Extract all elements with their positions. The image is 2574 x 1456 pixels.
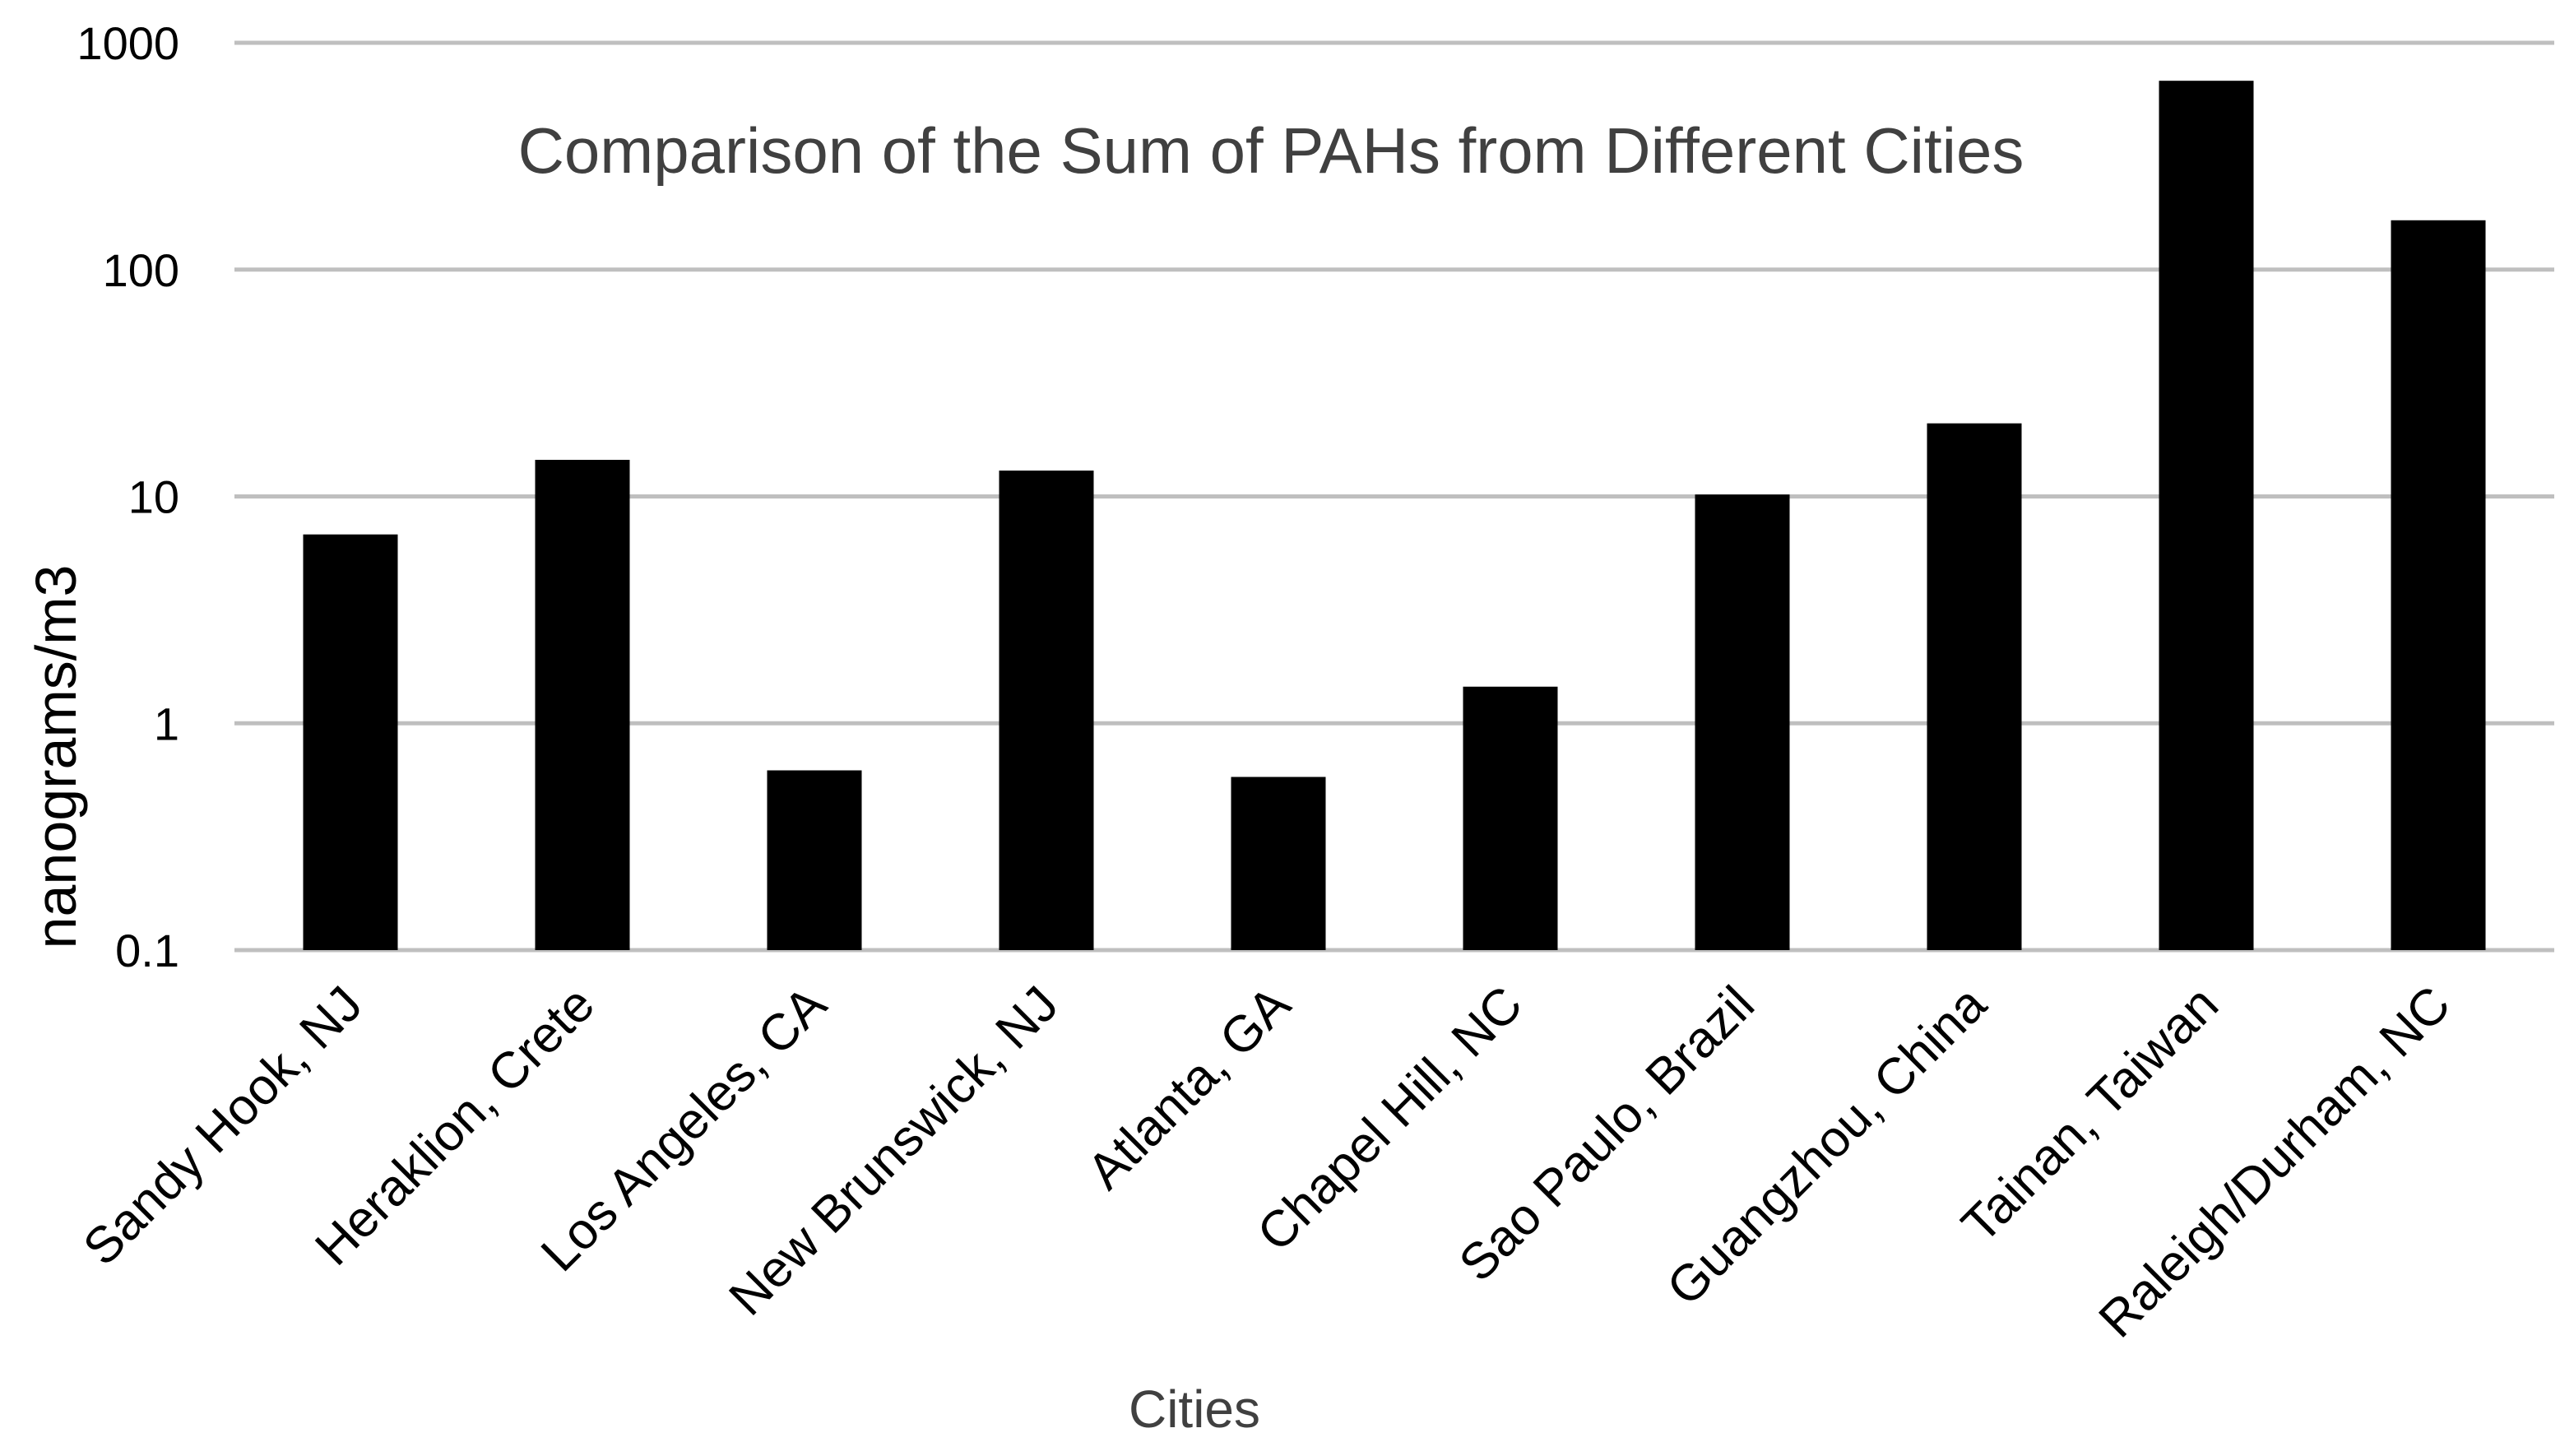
y-tick-label: 100 bbox=[103, 244, 179, 296]
bar bbox=[303, 534, 398, 950]
chart-title: Comparison of the Sum of PAHs from Diffe… bbox=[518, 114, 2024, 187]
bar bbox=[2159, 81, 2254, 950]
bar bbox=[1695, 494, 1790, 950]
bar bbox=[1463, 686, 1558, 950]
bar bbox=[535, 460, 630, 950]
y-tick-label: 0.1 bbox=[115, 925, 179, 976]
bar bbox=[999, 471, 1094, 950]
bar bbox=[1927, 423, 2022, 950]
bars bbox=[303, 81, 2486, 950]
bar bbox=[767, 770, 862, 950]
y-tick-label: 10 bbox=[128, 471, 179, 523]
y-tick-label: 1000 bbox=[77, 17, 179, 69]
x-axis-title: Cities bbox=[1129, 1379, 1260, 1439]
bar bbox=[2391, 220, 2486, 950]
y-tick-label: 1 bbox=[154, 698, 179, 749]
x-tick-label: Atlanta, GA bbox=[1077, 976, 1301, 1200]
bar bbox=[1231, 777, 1326, 950]
y-axis-ticks: 0.1 1 10 100 1000 bbox=[77, 17, 179, 976]
y-axis-title: nanograms/m3 bbox=[24, 565, 88, 949]
